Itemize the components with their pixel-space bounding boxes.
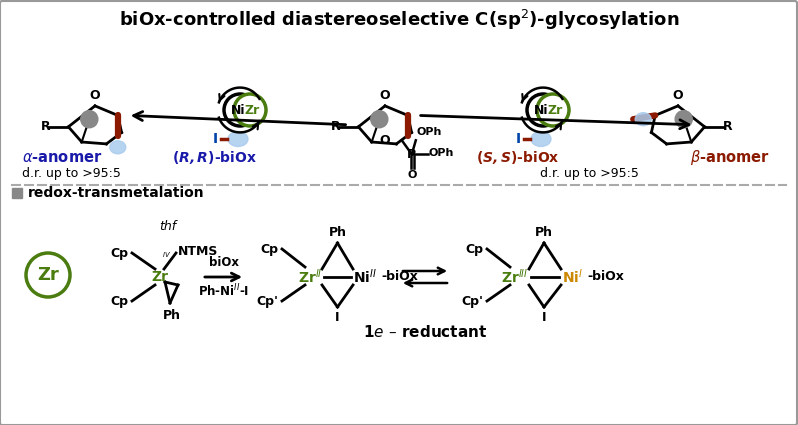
Ellipse shape [228,131,248,147]
Circle shape [224,94,256,126]
Circle shape [224,94,256,126]
Text: R: R [331,120,341,133]
Text: ($\bfit{S,S}$)-biOx: ($\bfit{S,S}$)-biOx [476,148,560,165]
Text: Cp: Cp [110,295,128,308]
Text: biOx: biOx [208,256,239,269]
Text: d.r. up to >95:5: d.r. up to >95:5 [540,167,639,179]
Text: R: R [722,120,733,133]
Text: O: O [89,89,101,102]
Text: Zr: Zr [152,270,168,284]
Circle shape [675,110,692,128]
Circle shape [234,94,266,126]
Text: Ni: Ni [231,104,245,116]
Text: Zr$^{III}$: Zr$^{III}$ [501,268,529,286]
Text: Zr$^{II}$: Zr$^{II}$ [298,268,322,286]
Text: O: O [379,134,389,147]
Text: Ni$^{I}$: Ni$^{I}$ [563,268,583,286]
Circle shape [81,110,98,128]
Text: O: O [380,89,390,102]
Circle shape [26,253,70,297]
Circle shape [527,94,559,126]
Circle shape [234,94,266,126]
Ellipse shape [635,113,651,126]
Text: $\beta$-anomer: $\beta$-anomer [690,147,770,167]
Text: -biOx: -biOx [381,270,418,283]
Text: I: I [212,132,218,146]
Text: P: P [407,148,417,161]
Text: Ni: Ni [534,104,548,116]
Text: Zr: Zr [244,104,259,116]
Text: d.r. up to >95:5: d.r. up to >95:5 [22,167,120,179]
Ellipse shape [110,141,126,154]
Circle shape [527,94,559,126]
Text: Ph: Ph [329,226,346,239]
Text: 1$e$ – reductant: 1$e$ – reductant [363,324,487,340]
Bar [12,188,22,198]
Text: Cp': Cp' [256,295,278,308]
Text: Cp: Cp [260,243,278,255]
Text: Ph-Ni$^{II}$-I: Ph-Ni$^{II}$-I [198,283,249,300]
Text: Cp: Cp [110,246,128,260]
Text: Zr: Zr [38,266,59,284]
Text: thf: thf [160,220,176,233]
Text: Ph: Ph [535,226,553,239]
Text: ($\bfit{R,R}$)-biOx: ($\bfit{R,R}$)-biOx [172,148,258,165]
Text: -biOx: -biOx [587,270,624,283]
Text: I: I [516,132,520,146]
Circle shape [371,110,388,128]
Text: $^{IV}$: $^{IV}$ [162,252,171,262]
Text: OPh: OPh [429,148,454,158]
Text: redox-transmetalation: redox-transmetalation [28,186,204,200]
Text: Ph: Ph [163,309,181,322]
Text: Ni$^{II}$: Ni$^{II}$ [353,268,377,286]
Text: O: O [673,89,683,102]
Text: Zr: Zr [547,104,563,116]
Circle shape [537,94,569,126]
Ellipse shape [531,131,551,147]
Text: $\alpha$-anomer: $\alpha$-anomer [22,150,102,164]
Text: I: I [335,311,340,324]
Text: OPh: OPh [417,128,442,137]
Circle shape [537,94,569,126]
Text: NTMS: NTMS [178,244,219,258]
Text: Cp': Cp' [461,295,483,308]
Text: I: I [542,311,547,324]
Text: O: O [408,170,417,180]
Text: R: R [41,120,50,133]
Text: biOx-controlled diastereoselective C(sp$^2$)-glycosylation: biOx-controlled diastereoselective C(sp$… [119,8,679,32]
Text: Cp: Cp [465,243,483,255]
